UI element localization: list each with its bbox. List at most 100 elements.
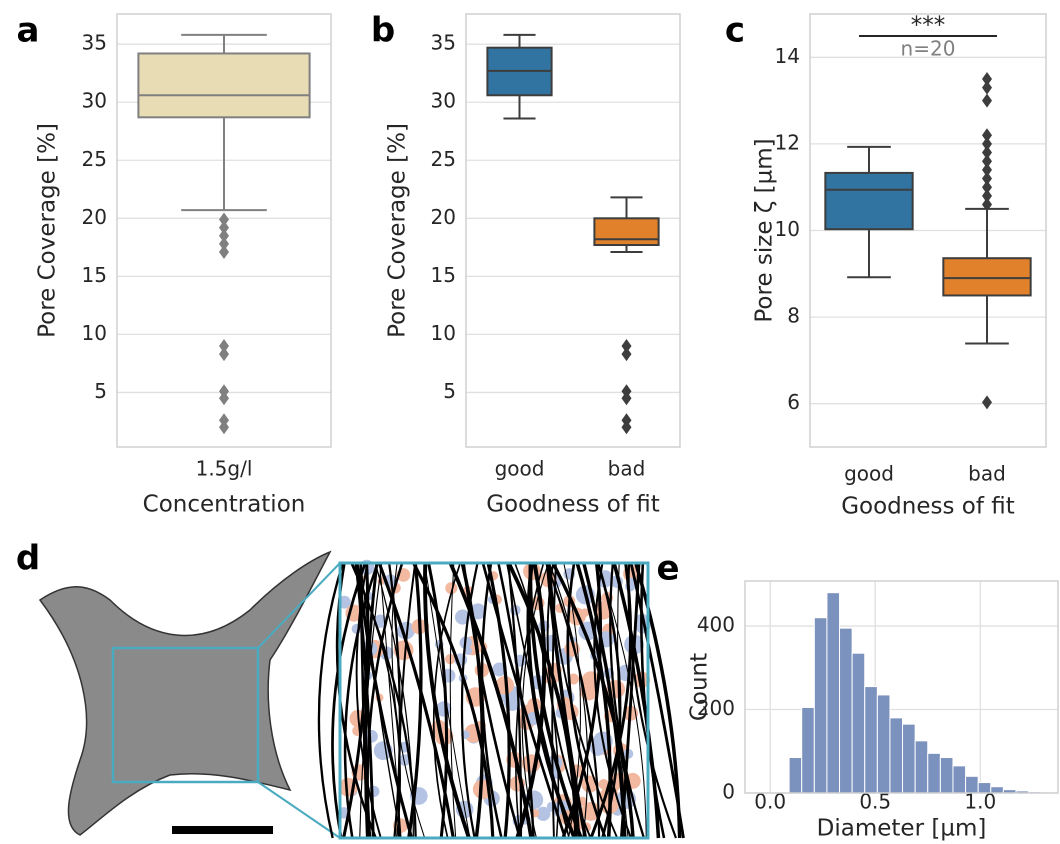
outlier — [982, 154, 992, 169]
outlier — [219, 244, 229, 259]
histogram-bar — [876, 694, 891, 794]
panel-label: b — [371, 11, 395, 51]
cell — [38, 550, 332, 836]
y-tick-label: 25 — [82, 147, 107, 171]
y-tick-label: 35 — [82, 31, 107, 55]
fiber — [412, 562, 495, 839]
histogram-bar — [864, 686, 878, 794]
x-tick-label: good — [844, 462, 894, 486]
x-axis-title: Goodness of fit — [486, 492, 660, 518]
histogram-bar — [952, 765, 967, 794]
outlier — [219, 228, 229, 243]
zoom-region — [111, 646, 260, 784]
histogram-bar — [990, 786, 1004, 794]
outlier — [982, 80, 992, 95]
histogram-bar — [889, 717, 904, 794]
y-tick-label: 15 — [82, 263, 107, 287]
outlier — [982, 188, 992, 203]
fiber — [551, 562, 635, 839]
fiber — [397, 562, 417, 839]
fiber — [629, 562, 685, 839]
histogram-bar — [813, 617, 828, 794]
pore-dot — [445, 582, 458, 595]
y-tick-label: 400 — [697, 613, 735, 637]
fiber — [548, 562, 589, 839]
plot-frame — [116, 13, 332, 448]
outlier — [219, 220, 229, 235]
fiber — [593, 562, 632, 839]
plot-frame — [809, 13, 1047, 448]
fiber — [609, 562, 645, 839]
outlier — [621, 339, 632, 354]
outlier — [219, 391, 229, 406]
outlier — [219, 212, 229, 227]
x-axis-title: Concentration — [143, 492, 306, 518]
fiber — [507, 562, 523, 839]
histogram-bar — [977, 782, 992, 794]
y-tick-label: 0 — [722, 780, 735, 804]
box — [824, 171, 914, 231]
outlier — [982, 171, 992, 186]
histogram-bar — [914, 740, 929, 794]
fiber — [497, 562, 535, 839]
outlier — [982, 93, 992, 108]
y-tick-label: 8 — [787, 304, 800, 328]
x-axis-title: Diameter [µm] — [817, 816, 987, 842]
histogram-bar — [939, 757, 954, 794]
fiber — [582, 562, 627, 839]
histogram-bar — [902, 723, 916, 794]
outlier — [621, 391, 632, 406]
y-tick-label: 14 — [775, 44, 800, 68]
fiber — [359, 562, 370, 839]
outlier — [982, 128, 992, 143]
y-tick-label: 20 — [431, 205, 456, 229]
zoom-connector — [257, 781, 341, 839]
pore-dot — [454, 609, 471, 625]
outlier — [982, 197, 992, 212]
pore-dot — [567, 673, 579, 685]
fiber — [462, 562, 522, 839]
fiber — [354, 562, 375, 839]
fiber — [545, 562, 588, 839]
panel-label: e — [656, 549, 679, 589]
outlier — [982, 71, 992, 86]
pore-dot — [536, 806, 551, 821]
fiber — [486, 562, 511, 839]
fiber — [317, 562, 344, 839]
x-tick-label: bad — [608, 457, 646, 481]
box — [942, 257, 1032, 297]
outlier — [219, 420, 229, 435]
y-axis-title: Pore Coverage [%] — [35, 123, 61, 338]
y-tick-label: 30 — [431, 89, 456, 113]
y-tick-label: 200 — [697, 696, 735, 720]
fiber — [460, 562, 479, 839]
fiber — [480, 562, 503, 839]
y-tick-label: 10 — [82, 321, 107, 345]
histogram-bar — [851, 652, 866, 794]
significance-stars: *** — [911, 13, 946, 39]
x-tick-label: 1.5g/l — [196, 457, 253, 481]
fiber — [449, 562, 457, 839]
fiber — [617, 562, 629, 839]
fiber — [526, 562, 577, 839]
pore-dot — [598, 778, 609, 790]
y-tick-label: 10 — [775, 217, 800, 241]
y-axis-title: Count — [687, 653, 713, 721]
histogram-bar — [839, 627, 853, 794]
y-tick-label: 5 — [94, 379, 107, 403]
x-tick-label: good — [495, 457, 545, 481]
outlier — [982, 136, 992, 151]
outlier — [982, 145, 992, 160]
plot-frame — [744, 580, 1059, 794]
y-tick-label: 20 — [82, 205, 107, 229]
histogram-bar — [801, 706, 815, 794]
fiber — [350, 562, 417, 839]
histogram-bar — [965, 775, 979, 794]
outlier — [219, 236, 229, 251]
outlier — [982, 395, 992, 410]
fiber — [432, 562, 462, 839]
cell-image — [38, 550, 685, 840]
fiber — [612, 562, 661, 839]
fiber — [545, 562, 601, 839]
